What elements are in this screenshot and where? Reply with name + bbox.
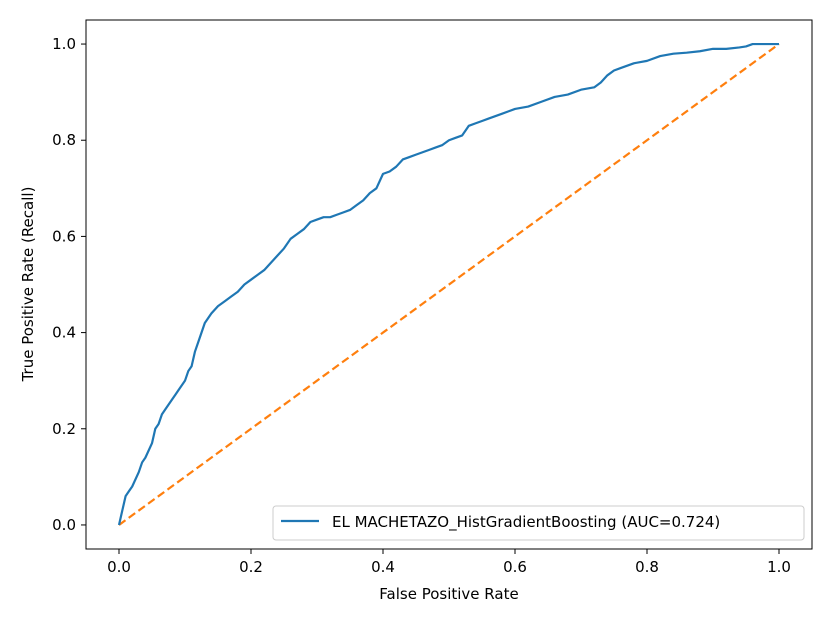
y-tick-label: 0.6 — [52, 227, 76, 245]
y-tick-label: 1.0 — [52, 35, 76, 53]
series-layer — [117, 42, 780, 526]
x-axis-label: False Positive Rate — [379, 585, 518, 603]
y-tick-label: 0.8 — [52, 131, 76, 149]
series-line-1 — [118, 43, 780, 526]
y-tick-label: 0.4 — [52, 324, 76, 342]
x-tick-label: 0.8 — [635, 558, 659, 576]
x-tick-label: 0.0 — [107, 558, 131, 576]
y-axis-label: True Positive Rate (Recall) — [19, 187, 37, 383]
y-tick-label: 0.0 — [52, 516, 76, 534]
x-tick-label: 0.6 — [503, 558, 527, 576]
x-tick-label: 0.4 — [371, 558, 395, 576]
x-tick-label: 1.0 — [767, 558, 791, 576]
x-tick-label: 0.2 — [239, 558, 263, 576]
plot-frame — [85, 19, 813, 550]
series-line-0 — [117, 42, 779, 526]
y-tick-label: 0.2 — [52, 420, 76, 438]
legend: EL MACHETAZO_HistGradientBoosting (AUC=0… — [272, 505, 805, 541]
y-axis: 0.0 0.2 0.4 0.6 0.8 1.0 — [52, 35, 86, 534]
legend-box — [272, 505, 805, 541]
legend-label: EL MACHETAZO_HistGradientBoosting (AUC=0… — [332, 513, 720, 532]
x-axis: 0.0 0.2 0.4 0.6 0.8 1.0 — [107, 549, 791, 576]
